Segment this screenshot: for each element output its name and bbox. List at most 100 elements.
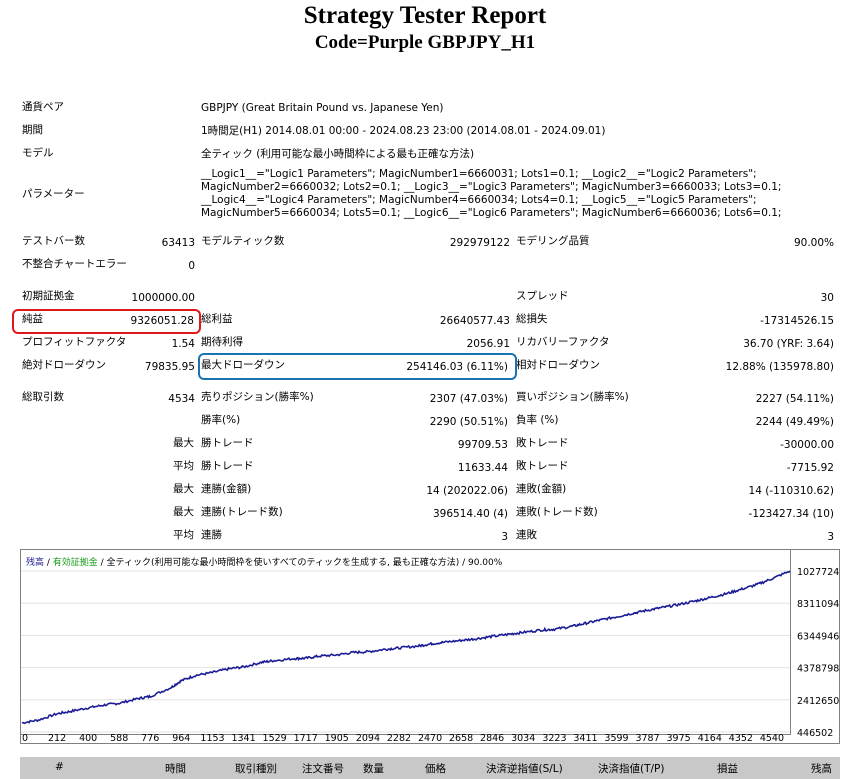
x-tick-label: 1529 [262,733,287,744]
profit-factor-label: プロフィットファクタ [22,336,127,348]
largest-loss-value: -30000.00 [780,439,834,451]
avg-cons-wins-label: 連勝 [201,529,222,541]
initial-deposit-label: 初期証拠金 [22,290,75,302]
th-tp: 決済指値(T/P) [598,763,665,775]
x-tick-label: 400 [79,733,98,744]
largest-win-value: 99709.53 [457,439,508,451]
abs-dd-label: 絶対ドローダウン [22,359,106,371]
cons-losses-trd-label: 連敗(トレード数) [516,506,598,518]
test-bars-label: テストバー数 [22,235,85,247]
short-value: 2307 (47.03%) [429,393,508,405]
x-tick-label: 2470 [417,733,443,744]
chart-legend: 残高 / 有効証拠金 / 全ティック(利用可能な最小時間枠を使いすべてのティック… [26,555,502,568]
y-tick-label: 4378798 [797,664,839,675]
x-tick-label: 4352 [728,733,753,744]
avg-cons-losses-value: 3 [827,531,834,543]
cons-losses-amt-value: 14 (-110310.62) [748,485,834,497]
total-trades-value: 4534 [168,393,195,405]
x-tick-label: 3223 [542,733,567,744]
model-ticks-value: 292979122 [449,237,510,249]
cons-losses-trd-value: -123427.34 (10) [748,508,834,520]
win-pct-label: 勝率(%) [201,414,241,426]
abs-dd-value: 79835.95 [144,361,195,373]
legend-margin: 有効証拠金 [52,558,98,568]
balance-chart: 10277242 8311094 6344946 4378798 2412650 4465… [20,549,840,744]
x-tick-label: 1341 [231,733,256,744]
x-tick-label: 2094 [355,733,381,744]
x-tick-label: 1717 [293,733,318,744]
cons-wins-trd-label: 連勝(トレード数) [201,506,283,518]
report-title: Strategy Tester Report [303,2,547,29]
x-tick-label: 2658 [448,733,474,744]
loss-pct-label: 負率 (%) [516,414,559,426]
net-profit-label: 純益 [22,313,43,325]
trades-table-header: # 時間 取引種別 注文番号 数量 価格 決済逆指値(S/L) 決済指値(T/P… [20,757,840,779]
largest-win-label: 勝トレード [201,437,254,449]
model-ticks-label: モデルティック数 [201,235,285,247]
x-tick-label: 3975 [666,733,691,744]
max-label-3: 最大 [173,506,194,518]
largest-label: 最大 [173,437,194,449]
x-tick-label: 3599 [604,733,629,744]
average-label-2: 平均 [173,529,194,541]
recovery-factor-label: リカバリーファクタ [516,336,610,348]
gross-profit-label: 総利益 [201,313,233,325]
max-dd-label: 最大ドローダウン [201,359,285,371]
rel-dd-label: 相対ドローダウン [516,359,600,371]
avg-cons-wins-value: 3 [501,531,508,543]
y-tick-label: 2412650 [797,696,839,707]
avg-loss-label: 敗トレード [516,460,569,472]
period-label: 期間 [22,124,43,136]
th-balance: 残高 [811,763,832,775]
loss-pct-value: 2244 (49.49%) [755,416,834,428]
profit-factor-value: 1.54 [171,338,195,350]
largest-loss-label: 敗トレード [516,437,569,449]
y-tick-label: 10277242 [797,567,840,578]
pair-label: 通貨ペア [22,101,64,113]
net-profit-highlight [12,309,201,334]
initial-deposit-value: 1000000.00 [131,292,195,304]
y-tick-label: 8311094 [797,599,839,610]
th-number: # [55,761,64,773]
model-quality-label: モデリング品質 [516,235,590,247]
win-pct-value: 2290 (50.51%) [429,416,508,428]
expected-payoff-label: 期待利得 [201,336,243,348]
spread-label: スプレッド [516,290,569,302]
avg-loss-value: -7715.92 [786,462,834,474]
y-tick-labels: 10277242 8311094 6344946 4378798 2412650 4465… [797,567,840,739]
gross-loss-value: -17314526.15 [760,315,834,327]
x-tick-label: 776 [141,733,160,744]
short-label: 売りポジション(勝率%) [201,391,314,403]
x-tick-label: 1905 [324,733,349,744]
th-time: 時間 [165,763,186,775]
cons-wins-amt-value: 14 (202022.06) [426,485,508,497]
x-tick-label: 0 [22,733,29,744]
x-tick-label: 588 [110,733,129,744]
gross-loss-label: 総損失 [516,313,548,325]
th-price: 価格 [425,763,446,775]
net-profit-value: 9326051.28 [130,315,194,327]
mismatch-label: 不整合チャートエラー [22,258,127,270]
cons-losses-amt-label: 連敗(金額) [516,483,567,495]
long-value: 2227 (54.11%) [755,393,834,405]
max-dd-value: 254146.03 (6.11%) [406,361,508,373]
x-tick-label: 964 [172,733,191,744]
y-tick-label: 446502 [797,728,833,739]
x-tick-label: 2846 [480,733,505,744]
spread-value: 30 [820,292,834,304]
avg-win-value: 11633.44 [457,462,508,474]
params-value: __Logic1__="Logic1 Parameters"; MagicNum… [201,168,782,219]
y-tick-label: 6344946 [797,631,839,642]
report-subtitle: Code=Purple GBPJPY_H1 [314,32,536,53]
chart-grid [21,570,790,733]
model-value: 全ティック (利用可能な最小時間枠による最も正確な方法) [201,148,475,160]
rel-dd-value: 12.88% (135978.80) [725,361,834,373]
x-tick-label: 212 [48,733,67,744]
period-value: 1時間足(H1) 2014.08.01 00:00 - 2024.08.23 2… [201,125,606,137]
cons-wins-amt-label: 連勝(金額) [201,483,252,495]
legend-model: / 全ティック(利用可能な最小時間枠を使いすべてのティックを生成する, 最も正確… [97,558,460,568]
legend-balance: 残高 [26,558,45,568]
gross-profit-value: 26640577.43 [439,315,510,327]
th-profit: 損益 [717,763,738,775]
x-tick-label: 4164 [697,733,722,744]
